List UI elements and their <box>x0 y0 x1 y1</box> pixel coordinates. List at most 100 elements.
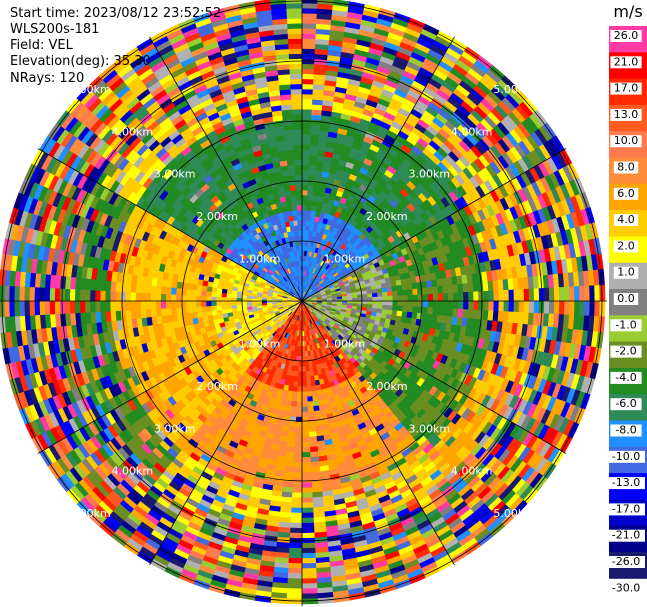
velocity-cell <box>548 287 555 302</box>
velocity-cell <box>523 288 530 302</box>
velocity-cell <box>478 291 485 302</box>
velocity-cell <box>301 522 315 529</box>
velocity-cell <box>289 411 297 418</box>
velocity-cell <box>382 291 389 298</box>
velocity-cell <box>301 164 310 171</box>
velocity-cell <box>518 289 525 302</box>
velocity-cell <box>558 286 565 302</box>
velocity-cell <box>371 292 378 298</box>
velocity-cell <box>301 366 307 373</box>
velocity-cell <box>533 300 540 314</box>
velocity-cell <box>301 103 313 110</box>
velocity-cell <box>498 300 505 312</box>
velocity-cell <box>286 593 303 600</box>
velocity-cell <box>432 286 439 295</box>
velocity-cell <box>289 522 303 529</box>
velocity-cell <box>563 286 570 302</box>
velocity-cell <box>387 300 394 307</box>
velocity-cell <box>301 557 317 564</box>
velocity-cell <box>301 376 307 383</box>
velocity-cell <box>301 547 316 554</box>
velocity-cell <box>568 300 576 316</box>
velocity-cell <box>296 386 303 393</box>
velocity-cell <box>306 396 313 403</box>
velocity-cell <box>386 286 393 293</box>
velocity-cell <box>295 411 303 418</box>
velocity-cell <box>468 291 475 302</box>
velocity-cell <box>297 371 303 378</box>
velocity-cell <box>308 159 318 166</box>
velocity-cell <box>579 285 586 302</box>
velocity-cell <box>397 300 404 307</box>
velocity-cell <box>301 451 311 458</box>
velocity-cell <box>372 296 379 302</box>
velocity-cell <box>287 567 303 575</box>
velocity-cell <box>498 290 505 302</box>
velocity-cell <box>301 83 314 90</box>
velocity-cell <box>292 462 303 468</box>
velocity-cell <box>301 381 307 388</box>
velocity-cell <box>589 285 596 302</box>
velocity-cell <box>301 118 312 125</box>
velocity-cell <box>533 288 540 302</box>
velocity-cell <box>457 308 464 319</box>
velocity-cell <box>503 300 510 313</box>
velocity-cell <box>301 68 315 75</box>
velocity-cell <box>422 294 429 302</box>
velocity-cell <box>417 306 424 314</box>
velocity-cell <box>553 287 560 302</box>
velocity-cell <box>288 421 296 428</box>
velocity-cell <box>366 293 373 298</box>
velocity-cell <box>301 462 312 468</box>
velocity-cell <box>422 287 429 295</box>
velocity-cell <box>295 406 303 413</box>
velocity-cell <box>308 164 317 171</box>
velocity-cell <box>493 290 500 302</box>
velocity-cell <box>301 487 313 494</box>
velocity-cell <box>407 294 414 302</box>
velocity-cell <box>558 300 565 316</box>
velocity-cell <box>285 451 295 458</box>
velocity-cell <box>301 199 308 206</box>
velocity-cell <box>417 288 424 296</box>
velocity-cell <box>301 441 310 448</box>
velocity-cell <box>427 293 434 302</box>
velocity-cell <box>483 290 490 302</box>
velocity-cell <box>468 300 475 311</box>
velocity-cell <box>528 288 535 302</box>
velocity-cell <box>309 149 319 156</box>
velocity-cell <box>523 300 530 314</box>
velocity-cell <box>301 401 308 408</box>
velocity-cell <box>483 300 490 312</box>
velocity-cell <box>387 305 394 311</box>
velocity-cell <box>301 431 310 438</box>
velocity-cell <box>301 467 312 474</box>
velocity-cell <box>308 431 317 438</box>
velocity-cell <box>447 292 454 302</box>
velocity-cell <box>301 33 317 40</box>
velocity-cell <box>513 289 520 302</box>
velocity-cell <box>301 416 309 423</box>
velocity-cell <box>297 381 303 388</box>
velocity-cell <box>508 289 515 302</box>
velocity-cell <box>352 297 358 302</box>
velocity-cell <box>306 391 313 398</box>
velocity-cell <box>287 573 303 580</box>
velocity-cell <box>301 396 308 403</box>
velocity-cell <box>402 300 409 307</box>
velocity-cell <box>387 291 394 297</box>
velocity-cell <box>462 283 469 293</box>
velocity-cell <box>308 169 317 176</box>
velocity-cell <box>458 292 464 302</box>
velocity-cell <box>301 22 317 29</box>
velocity-cell <box>301 174 309 181</box>
velocity-cell <box>301 113 313 120</box>
velocity-cell <box>292 472 303 479</box>
velocity-cell <box>306 386 312 393</box>
velocity-cell <box>301 48 316 55</box>
velocity-cell <box>301 446 311 453</box>
velocity-cell <box>293 457 303 463</box>
velocity-cell <box>294 426 303 433</box>
velocity-cell <box>543 300 550 315</box>
velocity-cell <box>301 159 310 166</box>
